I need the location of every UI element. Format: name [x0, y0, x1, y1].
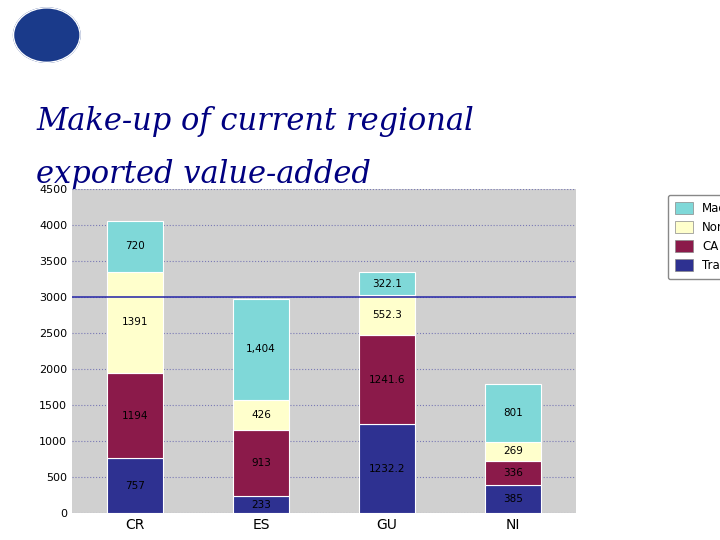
Bar: [107, 220, 163, 272]
Bar: [107, 458, 163, 513]
Legend: Maquila, Non-trad, CA, Tradit: Maquila, Non-trad, CA, Tradit: [668, 195, 720, 279]
Text: 336: 336: [503, 468, 523, 478]
Bar: [485, 384, 541, 442]
Bar: [233, 299, 289, 400]
Text: 1391: 1391: [122, 318, 148, 327]
Text: 233: 233: [251, 500, 271, 510]
Text: 1241.6: 1241.6: [369, 375, 405, 384]
Bar: [485, 442, 541, 461]
Bar: [233, 430, 289, 496]
Text: 1,404: 1,404: [246, 345, 276, 354]
Text: 1232.2: 1232.2: [369, 464, 405, 474]
Text: Make-up of current regional: Make-up of current regional: [36, 106, 474, 137]
Text: 322.1: 322.1: [372, 279, 402, 288]
Bar: [359, 272, 415, 295]
Text: 913: 913: [251, 458, 271, 468]
Text: 720: 720: [125, 241, 145, 252]
Bar: [359, 424, 415, 513]
Text: exported value-added: exported value-added: [36, 159, 371, 190]
Text: 757: 757: [125, 481, 145, 491]
Bar: [359, 335, 415, 424]
Text: 385: 385: [503, 494, 523, 504]
Text: 1194: 1194: [122, 410, 148, 421]
Bar: [485, 485, 541, 513]
Bar: [233, 400, 289, 430]
Bar: [107, 373, 163, 458]
Text: 801: 801: [503, 408, 523, 418]
Bar: [107, 272, 163, 373]
Bar: [359, 295, 415, 335]
Text: 426: 426: [251, 410, 271, 420]
Text: 552.3: 552.3: [372, 310, 402, 320]
Text: 269: 269: [503, 447, 523, 456]
Bar: [485, 461, 541, 485]
Circle shape: [14, 8, 80, 62]
Bar: [233, 496, 289, 513]
